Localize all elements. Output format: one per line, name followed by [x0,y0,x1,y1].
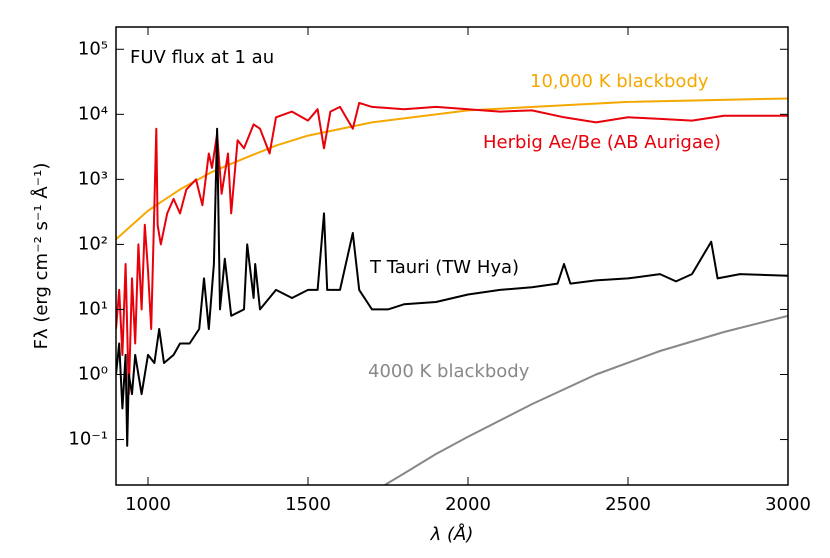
series-line [116,101,788,396]
series-label: 10,000 K blackbody [530,71,709,92]
x-tick-label: 2500 [605,494,651,515]
y-tick-label: 10³ [78,168,108,189]
y-tick-label: 10¹ [78,298,108,319]
series-label: Herbig Ae/Be (AB Aurigae) [483,132,721,153]
y-tick-label: 10² [78,233,108,254]
plot-lines [116,97,788,485]
y-tick-label: 10⁵ [78,38,108,59]
x-tick-label: 1500 [285,494,331,515]
y-tick-label: 10⁰ [78,363,108,384]
y-tick-label: 10⁻¹ [68,429,108,450]
plot-frame [115,26,789,486]
x-tick-label: 3000 [765,494,811,515]
chart-title: FUV flux at 1 au [130,47,274,68]
series-line [384,314,788,485]
x-axis-label: λ (Å) [430,523,474,545]
y-tick-label: 10⁴ [78,103,108,124]
x-tick-label: 2000 [445,494,491,515]
series-label: 4000 K blackbody [368,361,530,382]
series-line [116,97,788,241]
y-axis-label: Fλ (erg cm⁻² s⁻¹ Å⁻¹) [30,163,52,350]
series-label: T Tauri (TW Hya) [369,257,519,278]
series-line [116,127,788,447]
x-tick-label: 1000 [125,494,171,515]
